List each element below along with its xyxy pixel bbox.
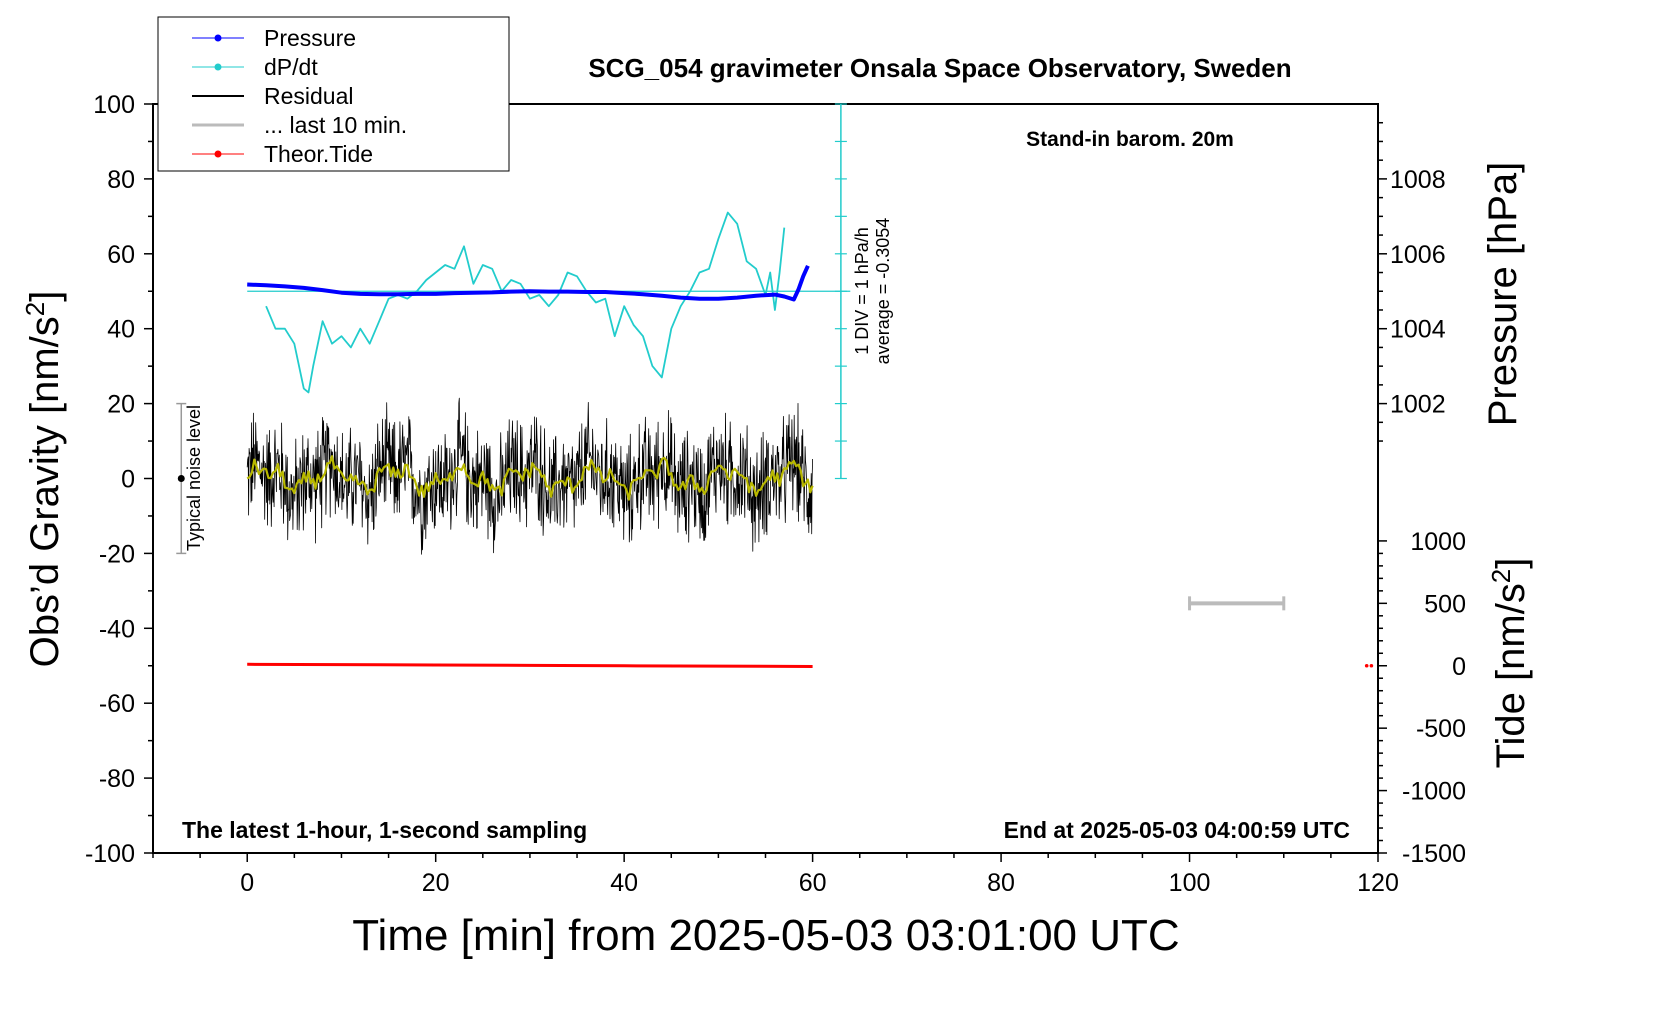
- y-tick-label: 80: [107, 166, 135, 194]
- series-layer: [176, 103, 1374, 668]
- tide-axis-title-sup: 2: [1486, 569, 1516, 583]
- left-axis-title-text: Obs’d Gravity [nm/s: [23, 316, 67, 667]
- pressure-tick-label: 1002: [1390, 391, 1446, 419]
- y-tick-label: 40: [107, 316, 135, 344]
- x-tick-label: 20: [422, 869, 450, 897]
- legend-marker: [214, 150, 222, 158]
- pressure-series: [247, 264, 810, 302]
- pressure-tick-label: 1004: [1390, 316, 1446, 344]
- x-tick-label: 60: [799, 869, 827, 897]
- tide-tick-label: -1500: [1402, 840, 1466, 868]
- x-tick-label: 100: [1169, 869, 1211, 897]
- tide-axis-title-text: Tide [nm/s: [1489, 583, 1533, 768]
- dpdt-scale-label: 1 DIV = 1 hPa/h: [852, 227, 872, 355]
- y-tick-label: 0: [121, 466, 135, 494]
- svg-text:Obs’d Gravity [nm/s2]: Obs’d Gravity [nm/s2]: [20, 291, 67, 668]
- legend-label: Pressure: [264, 25, 356, 51]
- y-axis-ticks: -100 -80 -60 -40 -20 0 20 40 60 80 100: [85, 91, 153, 868]
- tide-axis-title: Tide [nm/s2]: [1486, 558, 1533, 769]
- tide-dot: [1364, 663, 1369, 668]
- smoothed-series: [246, 455, 814, 501]
- y-tick-label: -40: [99, 615, 135, 643]
- tide-series: [247, 662, 813, 668]
- tide-dot: [1369, 663, 1374, 668]
- chart-title: SCG_054 gravimeter Onsala Space Observat…: [588, 53, 1291, 83]
- pressure-tick-label: 1006: [1390, 241, 1446, 269]
- noise-label: Typical noise level: [184, 405, 204, 551]
- tide-tick-label: -500: [1416, 715, 1466, 743]
- x-axis-title: Time [min] from 2025-05-03 03:01:00 UTC: [352, 911, 1179, 960]
- tide-tick-label: 0: [1452, 653, 1466, 681]
- left-axis-title: Obs’d Gravity [nm/s2]: [20, 291, 67, 668]
- y-tick-label: -60: [99, 690, 135, 718]
- end-at-note: End at 2025-05-03 04:00:59 UTC: [1004, 817, 1350, 843]
- x-tick-label: 80: [987, 869, 1015, 897]
- legend-marker: [214, 34, 222, 42]
- svg-text:Tide [nm/s2]: Tide [nm/s2]: [1486, 558, 1533, 769]
- legend-label: Theor.Tide: [264, 141, 373, 167]
- y-tick-label: 20: [107, 391, 135, 419]
- legend: Pressure dP/dt Residual ... last 10 min. The…: [157, 16, 510, 172]
- y-tick-label: 100: [93, 91, 135, 119]
- legend-label: dP/dt: [264, 54, 318, 80]
- left-axis-title-close: ]: [23, 291, 67, 302]
- y-tick-label: -100: [85, 840, 135, 868]
- x-tick-label: 120: [1357, 869, 1399, 897]
- x-axis-ticks: 0 20 40 60 80 100 120: [152, 853, 1399, 897]
- stand-in-note: Stand-in barom. 20m: [1026, 128, 1234, 151]
- y-tick-label: -20: [99, 540, 135, 568]
- left-axis-title-sup: 2: [20, 302, 50, 316]
- dpdt-average-label: average = -0.3054: [873, 218, 893, 365]
- tide-axis-title-close: ]: [1489, 558, 1533, 569]
- tide-tick-label: -1000: [1402, 778, 1466, 806]
- tide-tick-label: 1000: [1410, 528, 1466, 556]
- pressure-tick-label: 1008: [1390, 166, 1446, 194]
- legend-marker: [214, 63, 222, 71]
- tide-axis-ticks: -1500 -1000 -500 0 500 1000: [1378, 528, 1466, 868]
- pressure-axis-title: Pressure [hPa]: [1481, 162, 1525, 427]
- legend-box: [157, 16, 510, 172]
- tide-tick-label: 500: [1424, 590, 1466, 618]
- legend-label: ... last 10 min.: [264, 112, 407, 138]
- legend-label: Residual: [264, 83, 354, 109]
- residual-series: [246, 397, 813, 555]
- dpdt-series: [265, 211, 786, 394]
- y-tick-label: -80: [99, 765, 135, 793]
- x-tick-label: 0: [240, 869, 254, 897]
- pressure-axis-ticks: 1002 1004 1006 1008: [1378, 121, 1446, 442]
- y-tick-label: 60: [107, 241, 135, 269]
- noise-bar-center: [177, 475, 185, 482]
- latest-note: The latest 1-hour, 1-second sampling: [182, 817, 587, 843]
- x-tick-label: 40: [610, 869, 638, 897]
